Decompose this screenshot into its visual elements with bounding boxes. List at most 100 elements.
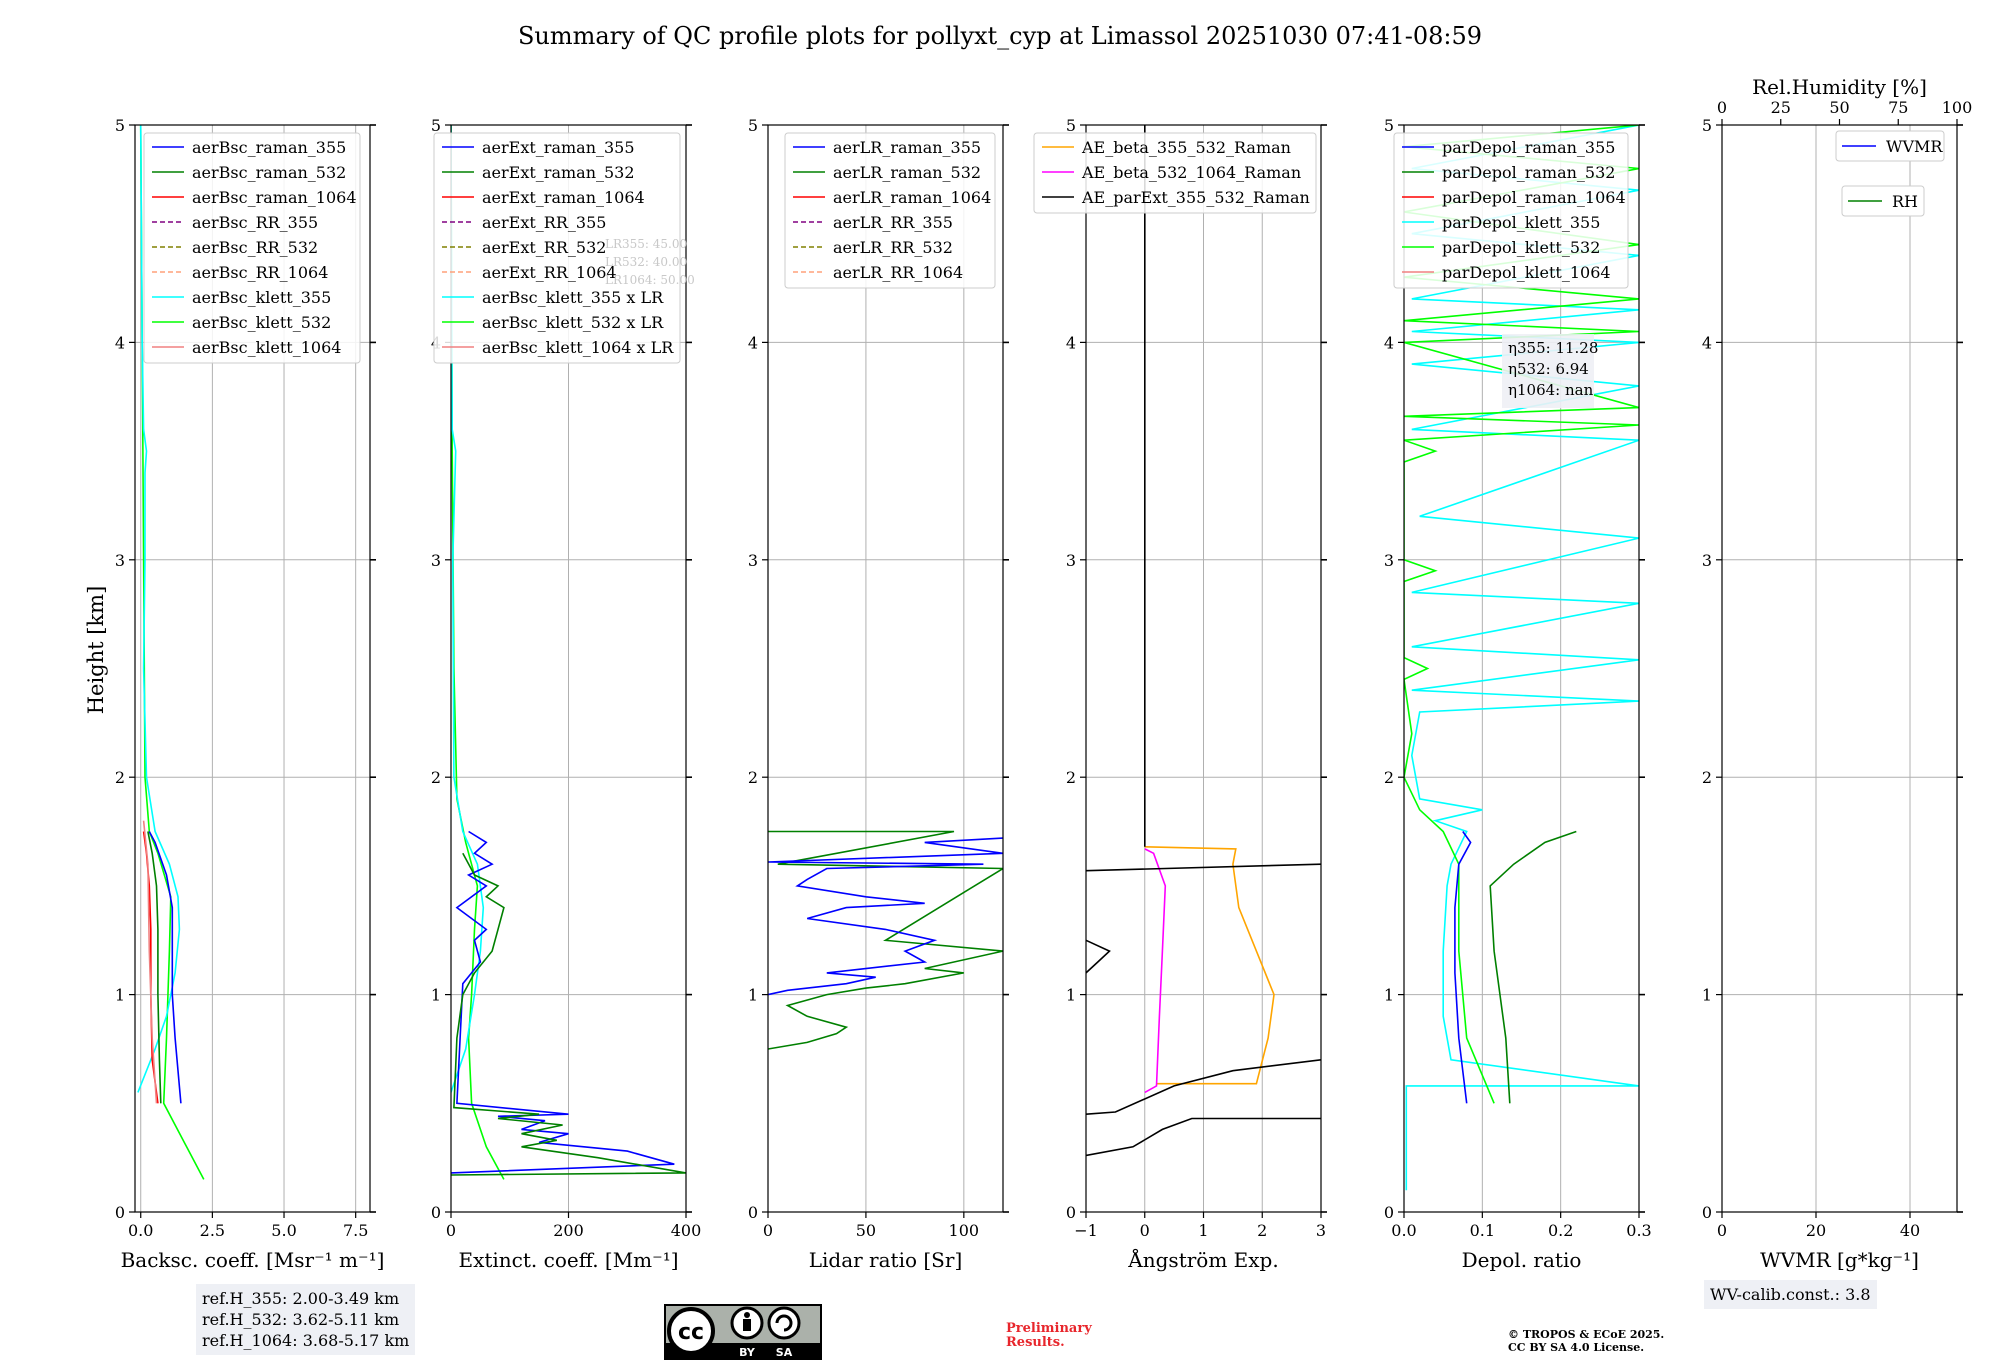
ytick-label-ae-4: 4 <box>1066 333 1076 352</box>
xtick-label-bsc-1: 2.5 <box>200 1221 225 1240</box>
legend-label-bsc-7: aerBsc_klett_532 <box>192 313 331 332</box>
xtick-label-wv-1: 20 <box>1806 1221 1826 1240</box>
copyright-line-2: CC BY SA 4.0 License. <box>1508 1341 1645 1354</box>
ytick-label-wv-1: 1 <box>1702 986 1712 1005</box>
legend-wvmr-label: WVMR <box>1886 137 1943 156</box>
series-bsc-aerbsc-raman-532 <box>147 831 162 1104</box>
xlabel-dep: Depol. ratio <box>1462 1248 1582 1272</box>
legend-box-bsc <box>143 132 361 364</box>
ytick-label-ae-2: 2 <box>1066 768 1076 787</box>
series-bsc-aerbsc-raman-355 <box>148 831 182 1104</box>
ytick-label-bsc-2: 2 <box>115 768 125 787</box>
preliminary-line-2: Results. <box>1006 1335 1065 1350</box>
xlabel-bsc: Backsc. coeff. [Msr⁻¹ m⁻¹] <box>121 1248 385 1272</box>
ytick-label-lr-0: 0 <box>748 1203 758 1222</box>
ytick-label-ae-3: 3 <box>1066 551 1076 570</box>
ytick-label-bsc-0: 0 <box>115 1203 125 1222</box>
eta-label-1: η532: 6.94 <box>1508 360 1589 378</box>
legend-rh-box <box>1841 185 1925 217</box>
ytick-label-dep-4: 4 <box>1384 333 1394 352</box>
series-ext-aerbsc-klett-355 x lr <box>451 125 485 1093</box>
legend-label-ext-1: aerExt_raman_532 <box>482 163 635 182</box>
series-dep-pardepol-raman-355 <box>1454 831 1472 1104</box>
legend-label-lr-0: aerLR_raman_355 <box>833 138 981 157</box>
ytick-label-bsc-4: 4 <box>115 333 125 352</box>
legend-label-bsc-3: aerBsc_RR_355 <box>192 213 318 232</box>
legend-label-ae-0: AE_beta_355_532_Raman <box>1081 138 1291 157</box>
ytick-label-ae-1: 1 <box>1066 986 1076 1005</box>
xtick-label-lr-1: 50 <box>856 1221 876 1240</box>
legend-box-ext <box>433 132 681 364</box>
series-dep-pardepol-raman-532 <box>1489 830 1577 1104</box>
figure-title: Summary of QC profile plots for pollyxt_… <box>517 22 1483 50</box>
legend-label-lr-5: aerLR_RR_1064 <box>833 263 963 282</box>
xtick-label-bsc-2: 5.0 <box>271 1221 296 1240</box>
ytick-label-wv-0: 0 <box>1702 1203 1712 1222</box>
legend-label-bsc-8: aerBsc_klett_1064 <box>192 338 341 357</box>
frame-wv <box>1721 124 1958 1213</box>
lr-label-2: LR1064: 50.00 <box>605 273 695 287</box>
legend-label-lr-4: aerLR_RR_532 <box>833 238 953 257</box>
top-tick-label-1: 25 <box>1771 98 1791 117</box>
ytick-label-wv-4: 4 <box>1702 333 1712 352</box>
frame-dep <box>1403 124 1640 1213</box>
panel-dep: 0 1 2 3 4 5 0.0 0.1 0.2 0.3 Depol. ratio parDepol_r… <box>1384 116 1652 1272</box>
xlabel-lr: Lidar ratio [Sr] <box>809 1248 963 1272</box>
legend-label-ext-0: aerExt_raman_355 <box>482 138 635 157</box>
series-ae-ae-parext-355-532-raman <box>1086 1117 1321 1157</box>
ytick-label-ext-2: 2 <box>431 768 441 787</box>
ytick-label-bsc-5: 5 <box>115 116 125 135</box>
eta-label-2: η1064: nan <box>1508 381 1594 399</box>
legend-ext: aerExt_raman_355 aerExt_raman_532 aerExt_r… <box>433 132 681 364</box>
legend-box-dep <box>1393 132 1629 289</box>
series-ae-ae-parext-355-532-raman-d <box>1086 863 1321 872</box>
xtick-label-dep-0: 0.0 <box>1391 1221 1416 1240</box>
xtick-label-wv-2: 40 <box>1900 1221 1920 1240</box>
series-lr-aerlr-raman-355 <box>768 837 1003 996</box>
wv-calib-text: WV-calib.const.: 3.8 <box>1710 1285 1871 1304</box>
xtick-label-dep-3: 0.3 <box>1626 1221 1651 1240</box>
legend-label-ext-5: aerExt_RR_1064 <box>482 263 617 282</box>
legend-label-dep-0: parDepol_raman_355 <box>1442 138 1615 157</box>
series-bsc-aerbsc-raman-1064 <box>142 831 159 1104</box>
xtick-label-dep-2: 0.2 <box>1548 1221 1573 1240</box>
refh-1064: ref.H_1064: 3.68-5.17 km <box>202 1331 410 1350</box>
series-ae-ae-parext-355-532-raman-b <box>1086 1059 1321 1115</box>
ytick-label-bsc-1: 1 <box>115 986 125 1005</box>
legend-bsc: aerBsc_raman_355 aerBsc_raman_532 aerBsc_r… <box>143 132 361 364</box>
wv-calib-box: WV-calib.const.: 3.8 <box>1704 1280 1877 1309</box>
xtick-label-ae-1: 0 <box>1140 1221 1150 1240</box>
legend-label-ext-6: aerBsc_klett_355 x LR <box>482 288 664 307</box>
ytick-label-lr-5: 5 <box>748 116 758 135</box>
series-bsc-aerbsc-klett-1064 <box>142 820 158 1104</box>
cc-by-text: BY <box>739 1346 756 1359</box>
xtick-label-bsc-3: 7.5 <box>343 1221 368 1240</box>
legend-lr: aerLR_raman_355 aerLR_raman_532 aerLR_rama… <box>784 132 996 289</box>
lr-label-1: LR532: 40.00 <box>605 255 687 269</box>
legend-label-dep-2: parDepol_raman_1064 <box>1442 188 1626 207</box>
legend-label-bsc-1: aerBsc_raman_532 <box>192 163 346 182</box>
top-axis-label: Rel.Humidity [%] <box>1752 75 1927 99</box>
top-tick-label-0: 0 <box>1717 98 1727 117</box>
eta-label-0: η355: 11.28 <box>1508 339 1598 357</box>
frame-bsc <box>134 124 371 1213</box>
ytick-label-wv-2: 2 <box>1702 768 1712 787</box>
legend-label-bsc-2: aerBsc_raman_1064 <box>192 188 357 207</box>
lr-label-0: LR355: 45.00 <box>605 237 687 251</box>
xtick-label-bsc-0: 0.0 <box>128 1221 153 1240</box>
xtick-label-wv-0: 0 <box>1717 1221 1727 1240</box>
legend-box-lr <box>784 132 996 289</box>
legend-wvmr-box <box>1835 130 1945 162</box>
y-axis-label: Height [km] <box>84 586 108 715</box>
legend-wvmr: WVMR <box>1835 130 1945 162</box>
series-ae-ae-beta-355-532-raman <box>1144 846 1275 1085</box>
legend-label-ae-2: AE_parExt_355_532_Raman <box>1081 188 1310 207</box>
legend-box-ae <box>1033 132 1317 214</box>
eta-box-bg <box>1502 334 1594 408</box>
legend-label-dep-5: parDepol_klett_1064 <box>1442 263 1611 282</box>
series-ae-ae-beta-532-1064-raman <box>1144 848 1167 1094</box>
series-dep-pardepol-klett-355 <box>1405 125 1639 1191</box>
ytick-label-lr-1: 1 <box>748 986 758 1005</box>
refh-532: ref.H_532: 3.62-5.11 km <box>202 1310 400 1329</box>
